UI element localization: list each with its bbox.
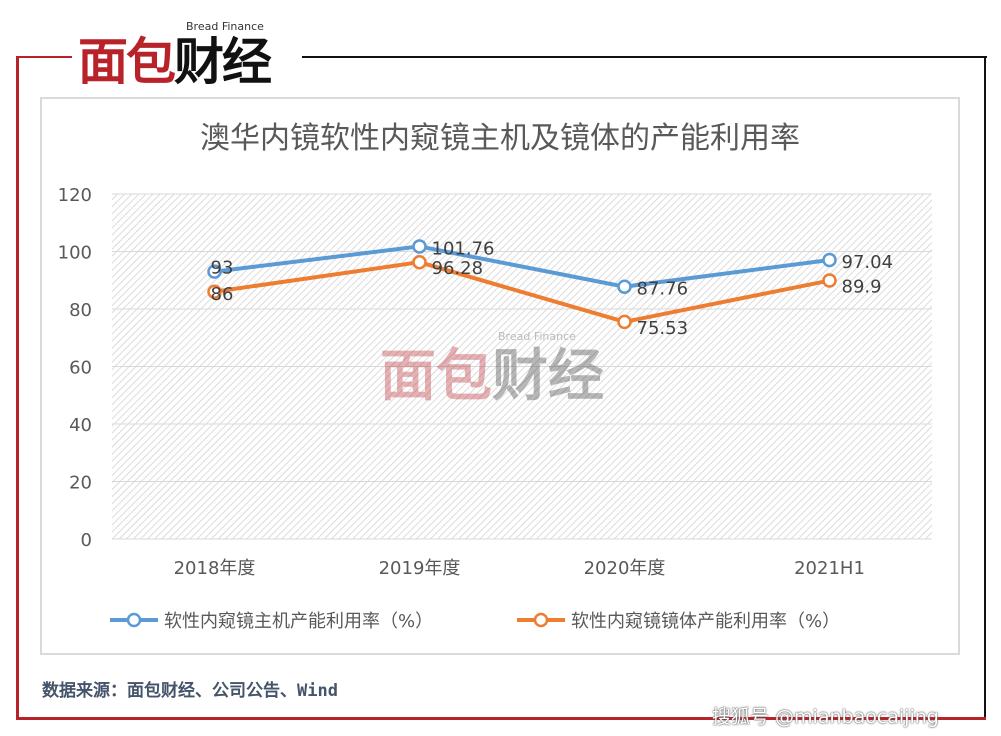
data-label: 86: [211, 284, 234, 305]
plot-watermark: 面包财经: [380, 344, 604, 409]
plot-watermark-en: Bread Finance: [498, 330, 576, 343]
frame-top: [302, 56, 987, 58]
y-tick-label: 20: [69, 473, 92, 494]
y-tick-label: 60: [69, 358, 92, 379]
legend-marker: [126, 612, 142, 628]
data-point: [207, 284, 222, 299]
logo-black: 财经: [174, 33, 272, 91]
legend-label: 软性内窥镜主机产能利用率（%）: [164, 611, 433, 632]
series-line: [214, 244, 830, 289]
legend-marker: [533, 612, 549, 628]
x-tick-label: 2020年度: [584, 558, 666, 579]
data-label: 75.53: [637, 318, 689, 339]
x-tick-label: 2019年度: [379, 558, 461, 579]
frame-top-red: [16, 56, 72, 58]
logo: Bread Finance 面包财经: [78, 18, 300, 91]
legend-label: 软性内窥镜镜体产能利用率（%）: [571, 611, 840, 632]
watermark: 搜狐号 @mianbaocaijing: [712, 706, 939, 728]
frame-right: [984, 56, 986, 720]
source-note: 数据来源：面包财经、公司公告、Wind: [42, 681, 338, 701]
logo-en: Bread Finance: [186, 20, 264, 33]
series-line: [214, 260, 830, 324]
data-label: 93: [211, 258, 234, 279]
x-tick-label: 2018年度: [174, 558, 256, 579]
y-tick-label: 0: [81, 530, 92, 551]
y-tick-label: 40: [69, 415, 92, 436]
frame-left: [16, 56, 19, 720]
data-point: [412, 254, 427, 270]
data-point: [617, 314, 632, 330]
data-point: [822, 273, 837, 288]
logo-red: 面包: [78, 33, 176, 91]
y-tick-label: 120: [58, 185, 92, 206]
chart-title: 澳华内镜软性内窥镜主机及镜体的产能利用率: [200, 121, 800, 156]
frame-bottom: [16, 717, 986, 720]
data-point: [207, 264, 222, 279]
data-label: 89.9: [842, 277, 882, 298]
data-point: [822, 252, 837, 268]
data-point: [412, 239, 427, 254]
data-label: 101.76: [432, 238, 495, 259]
x-tick-label: 2021H1: [794, 558, 865, 579]
y-tick-label: 80: [69, 300, 92, 321]
data-label: 87.76: [637, 279, 689, 300]
chart-box: [40, 97, 960, 655]
data-label: 97.04: [842, 252, 894, 273]
data-point: [617, 279, 632, 294]
data-label: 96.28: [432, 258, 484, 279]
y-tick-label: 100: [58, 243, 92, 264]
